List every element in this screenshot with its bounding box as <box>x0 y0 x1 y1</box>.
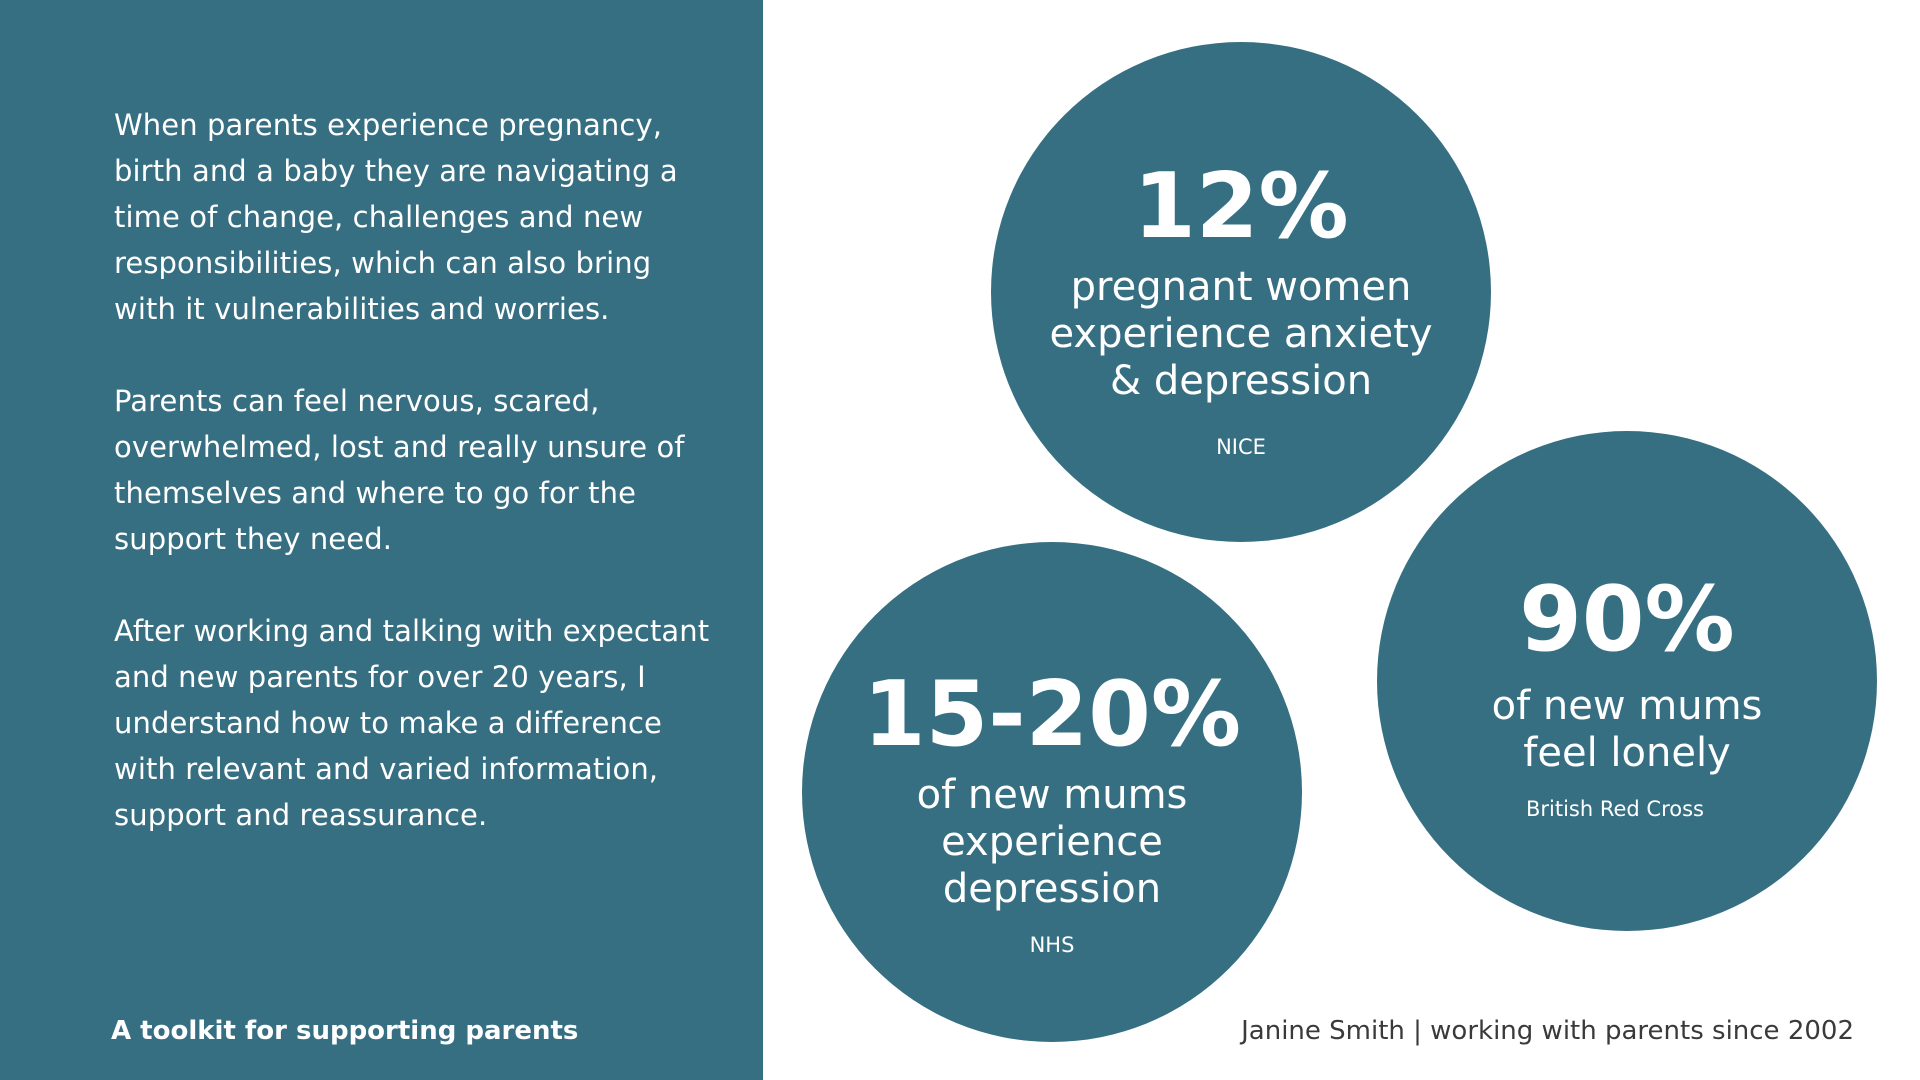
stat-circle-loneliness: 90% of new mums feel lonely British Red … <box>1377 431 1877 931</box>
stat-value: 90% <box>1519 567 1735 672</box>
intro-paragraph-3: After working and talking with expectant… <box>114 614 710 832</box>
stat-description: of new mums feel lonely <box>1491 683 1763 776</box>
stat-value: 15-20% <box>862 662 1242 767</box>
intro-text: When parents experience pregnancy, birth… <box>114 102 714 838</box>
stat-value: 12% <box>1133 154 1349 259</box>
stat-description: pregnant women experience anxiety & depr… <box>1049 264 1433 404</box>
left-panel: When parents experience pregnancy, birth… <box>0 0 763 1080</box>
intro-paragraph-2: Parents can feel nervous, scared, overwh… <box>114 384 685 556</box>
author-credit: Janine Smith | working with parents sinc… <box>1241 1016 1854 1046</box>
stat-circle-anxiety: 12% pregnant women experience anxiety & … <box>991 42 1491 542</box>
intro-paragraph-1: When parents experience pregnancy, birth… <box>114 108 678 326</box>
toolkit-tagline: A toolkit for supporting parents <box>111 1016 579 1046</box>
stat-source: British Red Cross <box>1525 797 1704 821</box>
stat-circle-depression: 15-20% of new mums experience depression… <box>802 542 1302 1042</box>
stat-source: NHS <box>1029 933 1075 957</box>
stat-description: of new mums experience depression <box>916 772 1188 912</box>
stat-source: NICE <box>1216 435 1266 459</box>
